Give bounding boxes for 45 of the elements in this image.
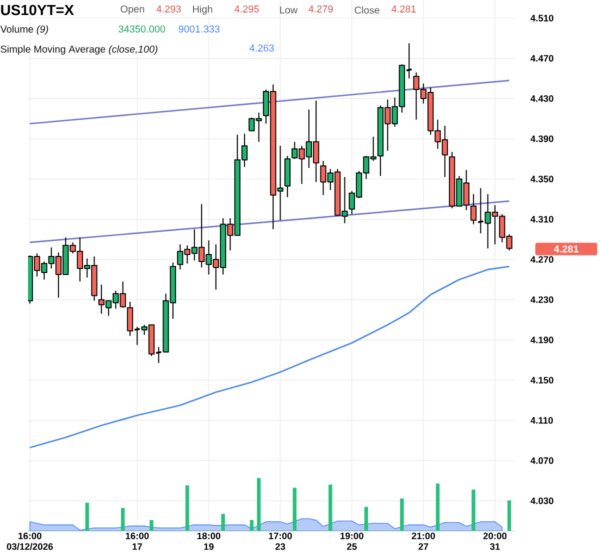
bar [250,520,254,531]
annotation: Close [354,6,380,14]
y-tick-label: 4.510 [530,14,554,22]
y-tick-label: 4.030 [530,498,554,504]
annotation: High [193,5,212,15]
x-tick-label: 18:00 19 [197,532,220,550]
bar [292,488,296,531]
annotation: Low [280,6,298,14]
annotation: 4.293 [156,5,181,13]
annotation: 9001.333 [178,25,220,33]
candlestick [470,194,477,225]
y-tick-label: 4.270 [530,256,554,263]
y-tick-label: 4.070 [530,457,554,464]
y-tick-label: 4.350 [530,176,554,182]
annotation: 34350.000 [118,25,166,33]
annotation: Open [120,5,144,15]
x-tick-label: 19:00 25 [340,532,364,550]
y-tick-label: 4.310 [530,216,554,223]
annotation: Simple Moving Average (close,100) [0,45,158,55]
annotation: 4.281 [392,5,416,13]
bar [436,484,440,531]
text: 4.281 [554,245,579,253]
y-tick-label: 4.150 [530,376,554,384]
x-tick-label: 16:00 03/12/2026 [6,532,53,550]
bar [256,478,261,531]
annotation: Volume (9) [0,25,48,35]
y-tick-label: 4.190 [530,336,554,344]
y-tick-label: 4.390 [530,135,554,142]
bar [328,484,332,531]
bar [185,485,190,531]
annotation: 4.295 [234,5,259,13]
bar [364,506,368,531]
annotation: 4.279 [308,5,333,13]
x-tick-label: 21:00 27 [412,532,435,550]
y-tick-label: 4.110 [530,417,553,424]
annotation: 4.263 [250,44,274,52]
chart-title: US10YT=X [1,4,74,16]
y-tick-label: 4.230 [530,296,554,304]
bar [85,502,89,531]
y-tick-label: 4.470 [530,55,554,62]
x-tick-label: 20:00 31 [483,532,507,550]
x-tick-label: 17:00 23 [268,532,292,550]
line-series [29,266,510,448]
y-tick-label: 4.430 [530,95,554,102]
x-tick-label: 16:00 17 [126,532,149,550]
